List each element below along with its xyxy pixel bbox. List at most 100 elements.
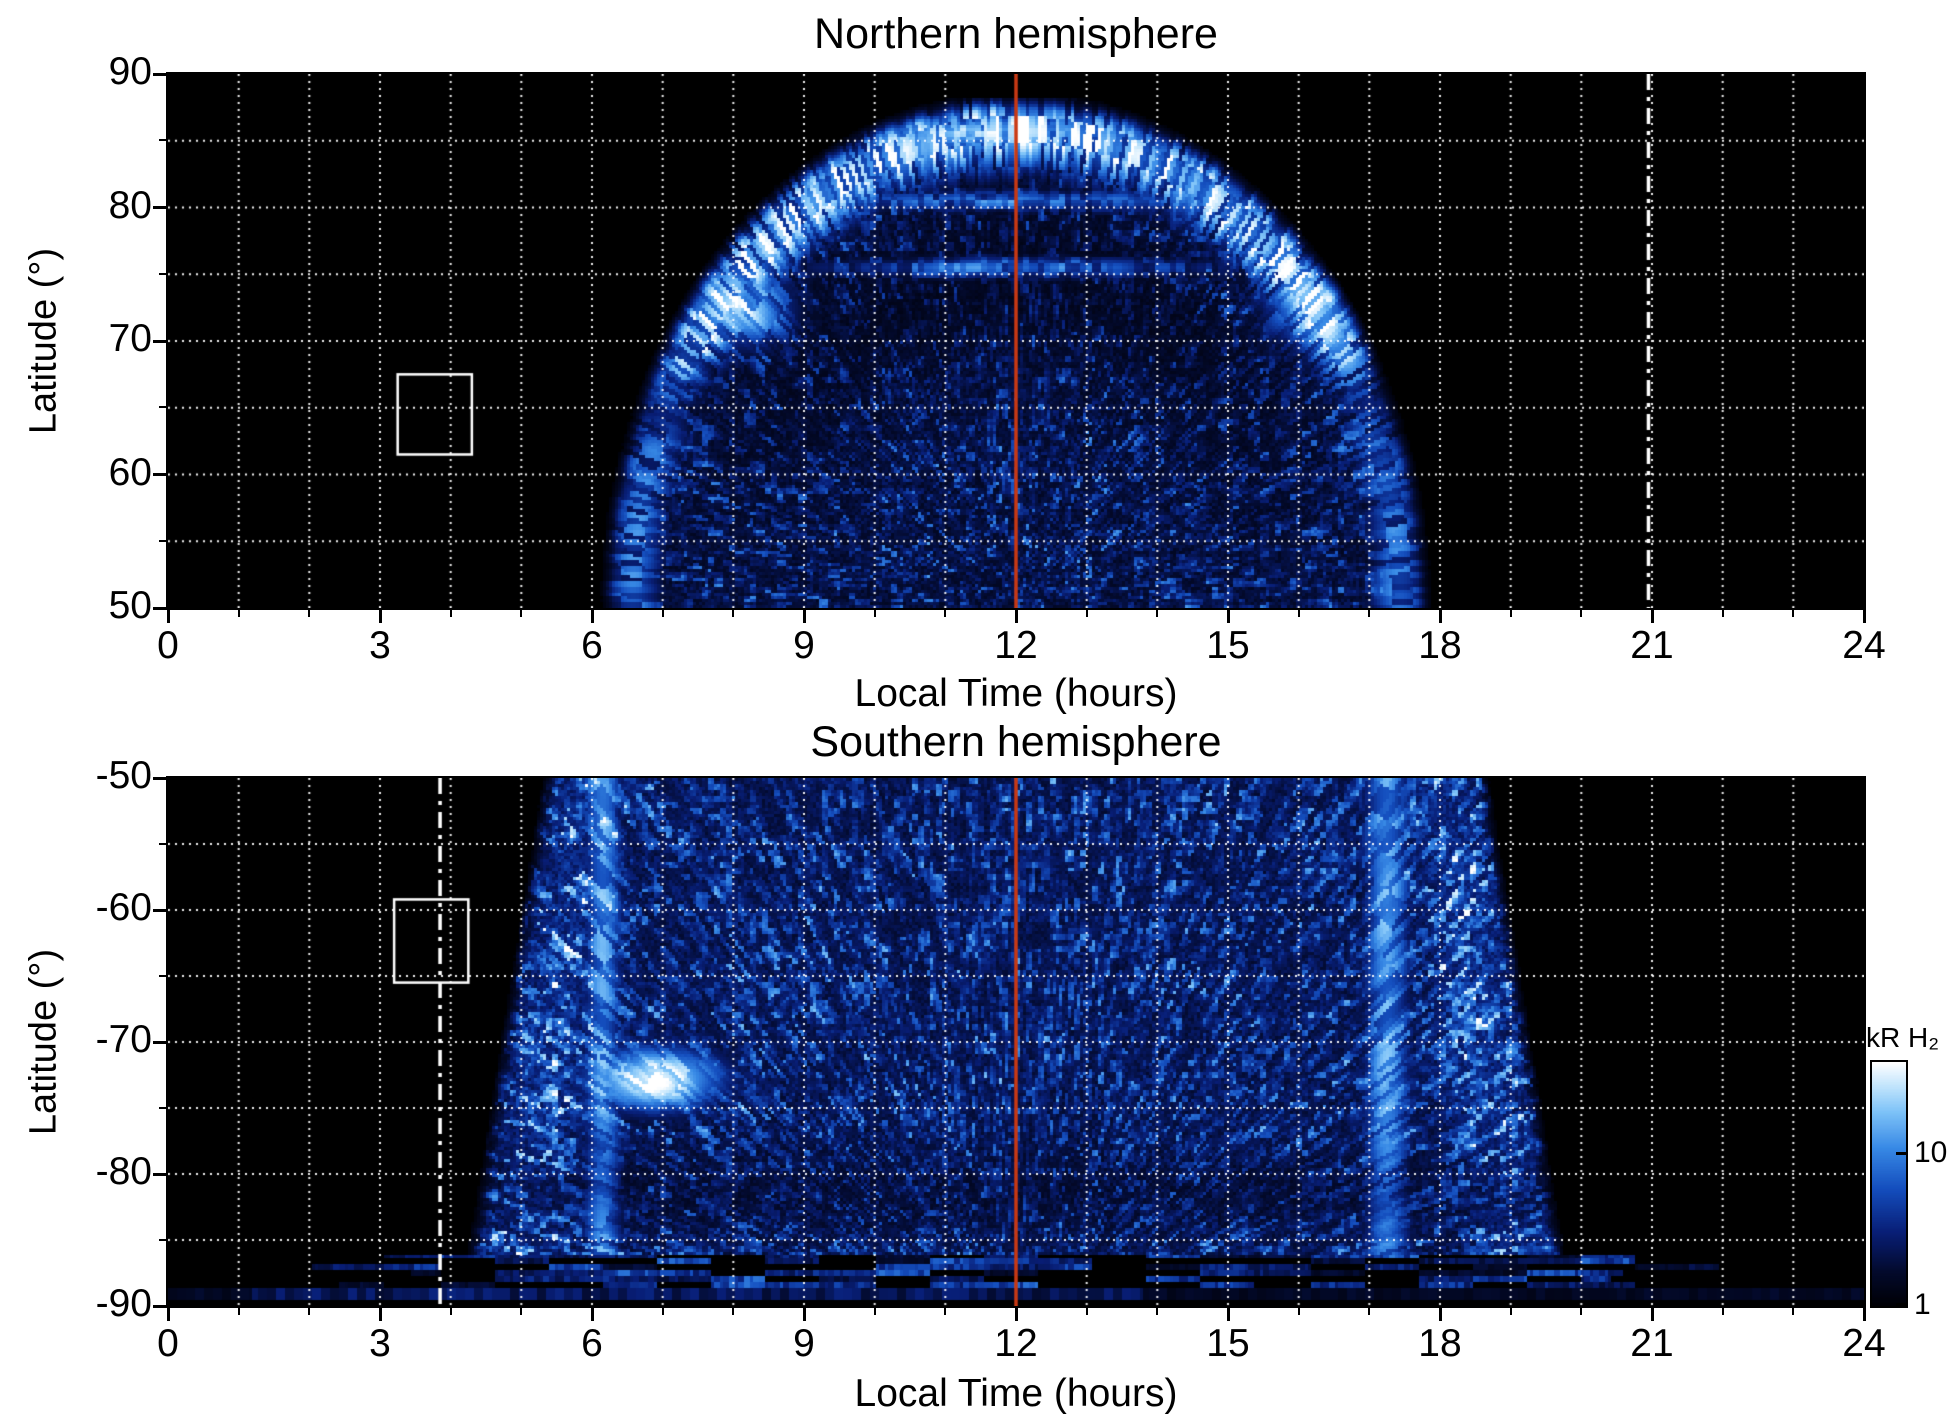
x-tick-label: 6 (581, 1322, 603, 1365)
y-tick-label: -90 (95, 1282, 152, 1325)
x-tick-mark (1297, 1308, 1300, 1315)
x-tick-mark (1226, 1308, 1230, 1321)
x-tick-mark (1580, 610, 1583, 617)
x-tick-label: 9 (793, 1322, 815, 1365)
y-tick-mark (159, 406, 166, 409)
y-tick-mark (153, 1304, 166, 1308)
x-tick-mark (590, 1308, 594, 1321)
x-tick-mark (308, 610, 311, 617)
x-tick-mark (1792, 1308, 1795, 1315)
x-tick-label: 15 (1206, 624, 1250, 667)
x-tick-mark (449, 610, 452, 617)
x-tick-mark (1792, 610, 1795, 617)
x-tick-mark (1862, 1308, 1866, 1321)
x-tick-label: 6 (581, 624, 603, 667)
colorbar-tick-label: 10 (1914, 1135, 1948, 1169)
x-tick-mark (449, 1308, 452, 1315)
x-tick-mark (166, 610, 170, 623)
x-tick-label: 24 (1842, 1322, 1886, 1365)
y-tick-mark (159, 539, 166, 542)
y-tick-label: 70 (108, 317, 152, 360)
x-tick-mark (1650, 610, 1654, 623)
x-tick-mark (873, 1308, 876, 1315)
x-tick-mark (520, 610, 523, 617)
x-tick-mark (1438, 1308, 1442, 1321)
x-tick-label: 15 (1206, 1322, 1250, 1365)
south-heatmap-canvas (168, 778, 1864, 1306)
y-tick-mark (159, 139, 166, 142)
x-tick-mark (1297, 610, 1300, 617)
x-tick-mark (1085, 1308, 1088, 1315)
y-tick-mark (159, 974, 166, 977)
y-tick-mark (159, 272, 166, 275)
y-tick-mark (153, 776, 166, 780)
x-tick-mark (1721, 610, 1724, 617)
x-tick-mark (1085, 610, 1088, 617)
y-tick-mark (159, 1238, 166, 1241)
y-tick-label: -80 (95, 1150, 152, 1193)
south-x-axis-label: Local Time (hours) (854, 1372, 1178, 1415)
x-tick-mark (1438, 610, 1442, 623)
x-tick-mark (661, 1308, 664, 1315)
x-tick-mark (802, 1308, 806, 1321)
x-tick-mark (732, 1308, 735, 1315)
y-tick-mark (159, 842, 166, 845)
x-tick-label: 3 (369, 624, 391, 667)
y-tick-label: 90 (108, 50, 152, 93)
x-tick-mark (590, 610, 594, 623)
x-tick-label: 12 (994, 624, 1038, 667)
x-tick-mark (308, 1308, 311, 1315)
x-tick-label: 3 (369, 1322, 391, 1365)
x-tick-label: 21 (1630, 624, 1674, 667)
x-tick-mark (1014, 610, 1018, 623)
x-tick-mark (1226, 610, 1230, 623)
y-tick-mark (153, 473, 166, 476)
y-tick-mark (159, 1106, 166, 1109)
y-tick-label: -50 (95, 754, 152, 797)
x-tick-mark (802, 610, 806, 623)
x-tick-mark (1862, 610, 1866, 623)
x-tick-mark (944, 610, 947, 617)
y-tick-label: -70 (95, 1018, 152, 1061)
colorbar-gradient-canvas (1872, 1062, 1906, 1306)
x-tick-mark (378, 610, 382, 623)
x-tick-mark (1650, 1308, 1654, 1321)
x-tick-label: 24 (1842, 624, 1886, 667)
x-tick-mark (1721, 1308, 1724, 1315)
x-tick-label: 18 (1418, 624, 1462, 667)
x-tick-mark (1156, 610, 1159, 617)
y-tick-mark (153, 339, 166, 343)
north-x-axis-label: Local Time (hours) (854, 672, 1178, 715)
x-tick-mark (1509, 1308, 1512, 1315)
y-tick-mark (153, 72, 166, 76)
x-tick-mark (166, 1308, 170, 1321)
x-tick-label: 12 (994, 1322, 1038, 1365)
x-tick-mark (520, 1308, 523, 1315)
x-tick-label: 18 (1418, 1322, 1462, 1365)
x-tick-mark (1509, 610, 1512, 617)
y-tick-label: 80 (108, 183, 152, 227)
x-tick-mark (1156, 1308, 1159, 1315)
colorbar-tick-label: 1 (1914, 1288, 1931, 1321)
north-heatmap-canvas (168, 74, 1864, 608)
x-tick-mark (378, 1308, 382, 1321)
x-tick-mark (944, 1308, 947, 1315)
y-tick-mark (153, 606, 166, 610)
colorbar-label: kR H₂ (1866, 1022, 1940, 1053)
x-tick-mark (1368, 610, 1371, 617)
north-plot-area (166, 72, 1866, 610)
y-tick-mark (153, 1040, 166, 1044)
y-tick-label: 50 (108, 584, 152, 627)
south-panel-title: Southern hemisphere (810, 718, 1222, 766)
y-tick-mark (153, 908, 166, 912)
x-tick-label: 9 (793, 624, 815, 667)
x-tick-label: 0 (157, 624, 179, 667)
y-tick-label: 60 (108, 450, 152, 494)
y-tick-mark (153, 1172, 166, 1176)
south-plot-area (166, 776, 1866, 1308)
north-panel-title: Northern hemisphere (814, 10, 1218, 58)
colorbar (1870, 1060, 1908, 1308)
x-tick-label: 0 (157, 1322, 179, 1365)
x-tick-mark (1580, 1308, 1583, 1315)
